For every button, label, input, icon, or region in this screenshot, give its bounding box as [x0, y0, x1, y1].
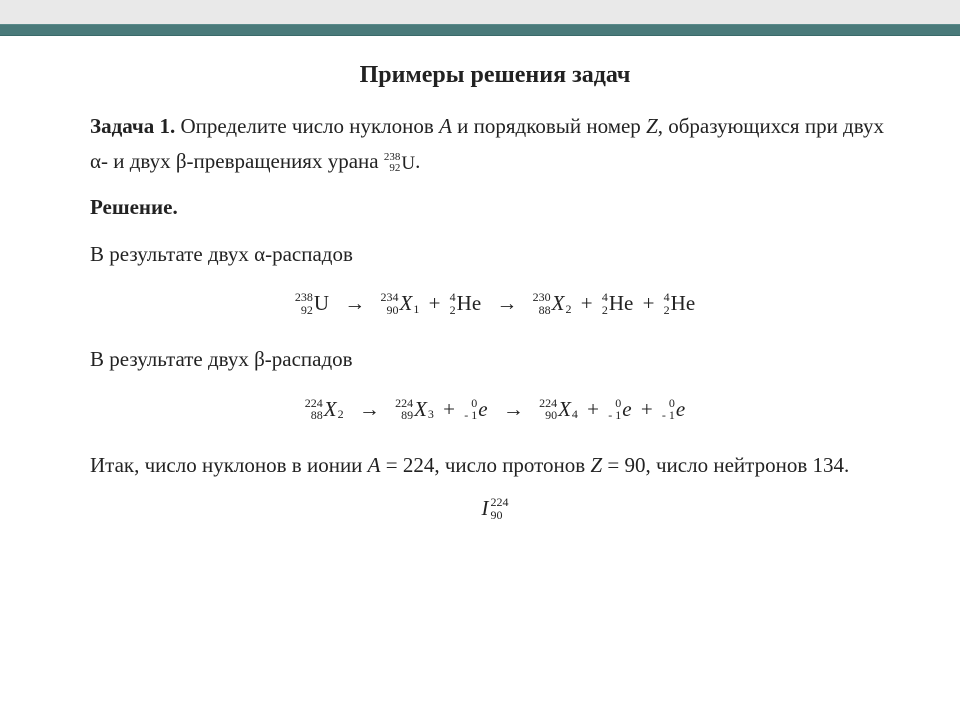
beta-term-3: 0- 1e [464, 397, 487, 422]
beta-term-5: 0- 1e [608, 397, 631, 422]
var-Z: Z [646, 114, 658, 138]
alpha-term-6: 42He [664, 291, 696, 316]
problem-label: Задача 1. [90, 114, 175, 138]
page-content: Примеры решения задач Задача 1. Определи… [0, 36, 960, 521]
plus-2: + [581, 291, 593, 316]
alpha-term-3: 42He [450, 291, 482, 316]
final-isotope: I22490 [90, 494, 900, 521]
alpha-term-2: 23490X1 [380, 291, 419, 316]
conclusion-Z: Z [590, 453, 602, 477]
alpha-term-5: 42He [602, 291, 634, 316]
ionium-isotope: I22490 [482, 496, 509, 521]
problem-statement: Задача 1. Определите число нуклонов A и … [90, 109, 900, 178]
arrow-3: → [359, 397, 380, 422]
plus-6: + [641, 397, 653, 422]
page-title: Примеры решения задач [90, 62, 900, 89]
alpha-equation: 23892U → 23490X1 + 42He → 23088X2 + 42He… [90, 290, 900, 317]
teal-stripe [0, 24, 960, 36]
beta-intro: В результате двух β-распадов [90, 342, 900, 377]
problem-text-end: . [415, 149, 420, 173]
arrow-1: → [344, 291, 365, 316]
conclusion-A-val: = 224, число протонов [381, 453, 591, 477]
beta-equation: 22488X2 → 22489X3 + 0- 1e → 22490X4 + 0-… [90, 395, 900, 422]
conclusion-A: A [368, 453, 381, 477]
beta-term-2: 22489X3 [395, 397, 434, 422]
problem-text-2: и порядковый номер [452, 114, 646, 138]
solution-label: Решение. [90, 190, 900, 225]
plus-3: + [643, 291, 655, 316]
beta-term-1: 22488X2 [305, 397, 344, 422]
arrow-4: → [503, 397, 524, 422]
uranium-isotope: 23892U [384, 151, 415, 175]
beta-term-4: 22490X4 [539, 397, 578, 422]
plus-1: + [429, 291, 441, 316]
var-A: A [439, 114, 452, 138]
conclusion-Z-val: = 90, число нейтронов 134. [602, 453, 849, 477]
alpha-term-4: 23088X2 [533, 291, 572, 316]
top-gray-bar [0, 0, 960, 24]
conclusion-text-1: Итак, число нуклонов в ионии [90, 453, 368, 477]
arrow-2: → [496, 291, 517, 316]
plus-4: + [443, 397, 455, 422]
beta-term-6: 0- 1e [662, 397, 685, 422]
alpha-intro: В результате двух α-распадов [90, 237, 900, 272]
alpha-term-1: 23892U [295, 291, 329, 316]
problem-text-1: Определите число нуклонов [175, 114, 439, 138]
plus-5: + [587, 397, 599, 422]
conclusion: Итак, число нуклонов в ионии A = 224, чи… [90, 448, 900, 483]
